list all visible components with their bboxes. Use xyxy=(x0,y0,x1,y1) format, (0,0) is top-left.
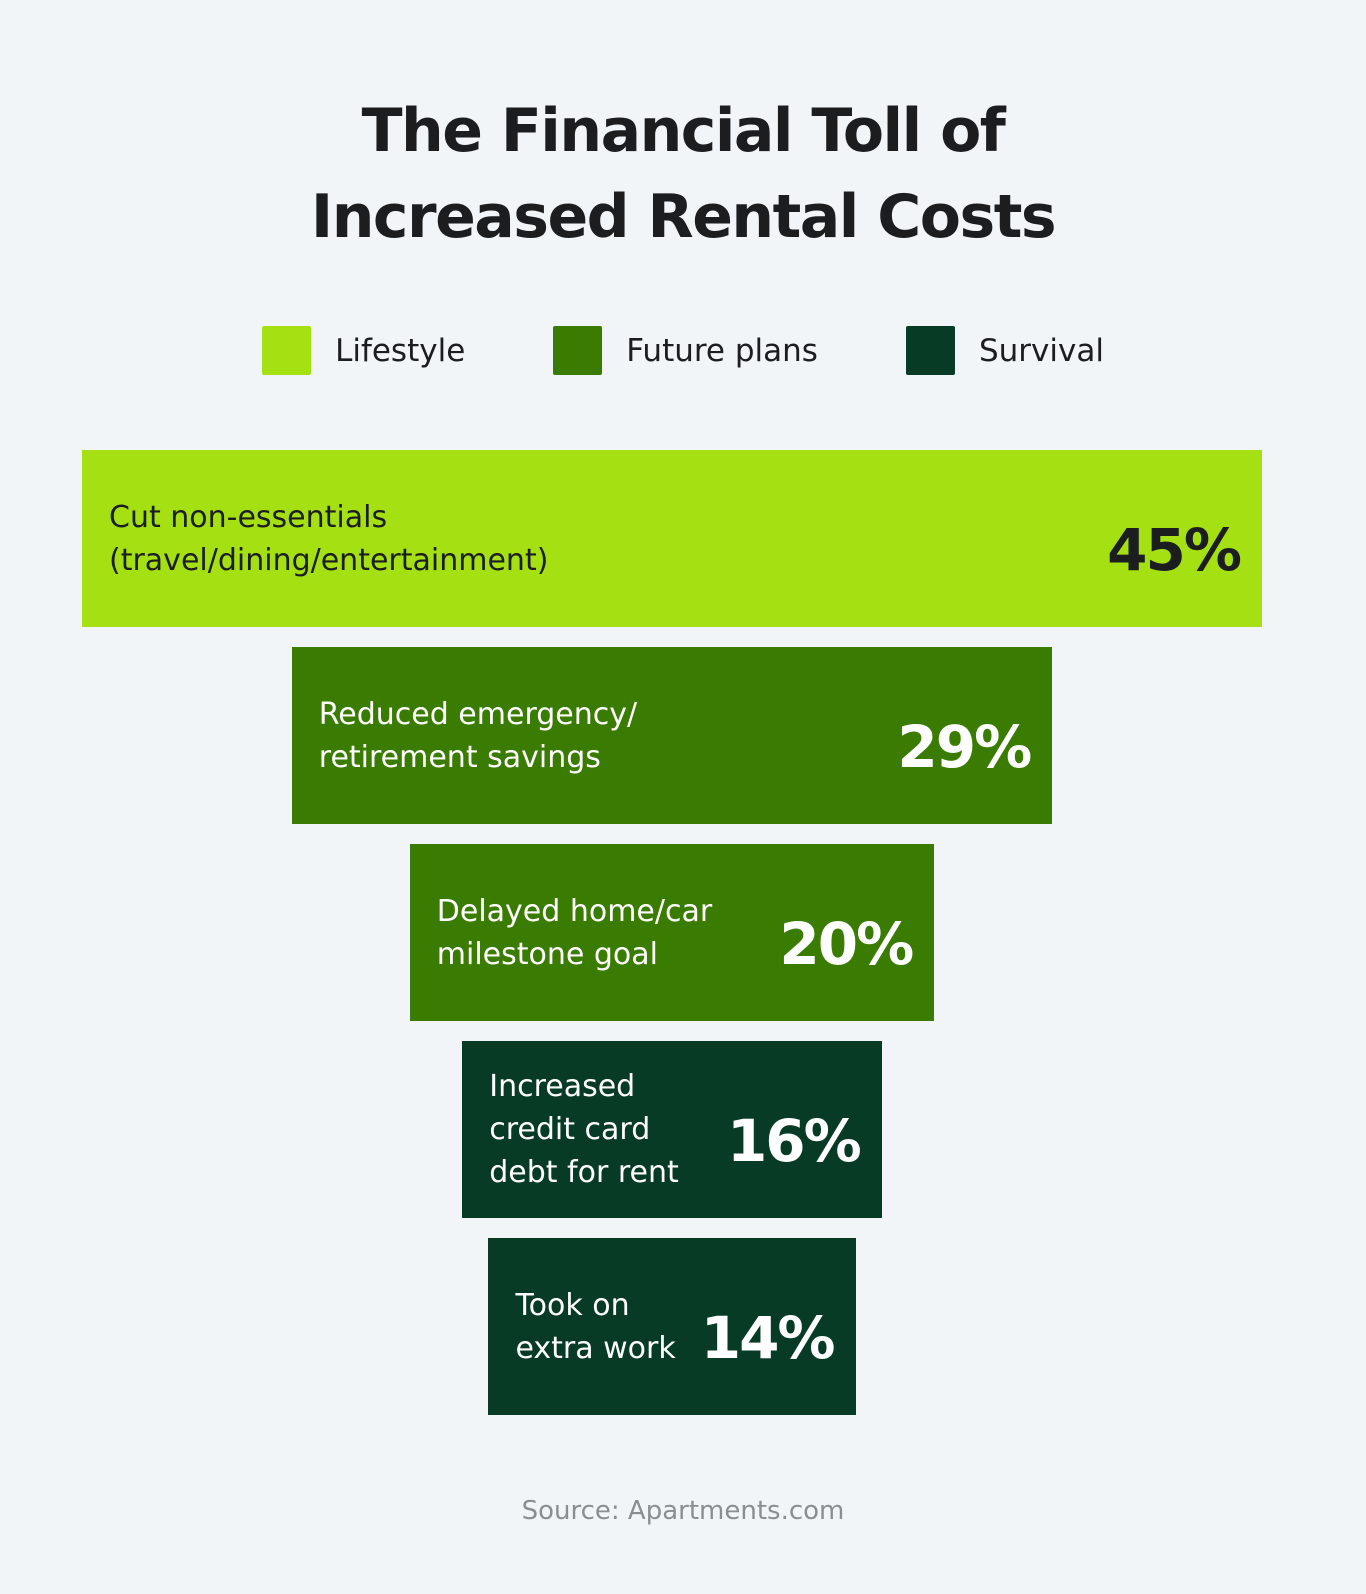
legend-item-lifestyle: Lifestyle xyxy=(262,326,465,375)
bar-value: 20% xyxy=(779,909,914,978)
bar: Took on extra work 14% xyxy=(488,1238,856,1415)
bar-label: Took on extra work xyxy=(515,1287,676,1366)
source-note: Source: Apartments.com xyxy=(521,1496,845,1526)
bar: Reduced emergency/ retirement savings 29% xyxy=(291,647,1053,824)
bar: Increased credit card debt for rent 16% xyxy=(462,1041,882,1218)
bar: Cut non-essentials (travel/dining/entert… xyxy=(82,450,1262,627)
bar-value: 29% xyxy=(897,712,1032,781)
bar-label: Increased credit card debt for rent xyxy=(489,1069,679,1190)
bar: Delayed home/car milestone goal 20% xyxy=(409,844,935,1021)
legend-swatch xyxy=(262,326,312,375)
bar-value: 14% xyxy=(700,1303,836,1372)
bar-value: 45% xyxy=(1107,515,1242,584)
legend-label: Survival xyxy=(978,332,1104,369)
legend-item-survival: Survival xyxy=(905,326,1104,375)
bar-label: Delayed home/car milestone goal xyxy=(436,893,713,972)
legend-swatch xyxy=(905,326,955,375)
bar-label: Reduced emergency/ retirement savings xyxy=(318,696,638,775)
chart-title: The Financial Toll of Increased Rental C… xyxy=(310,96,1057,252)
bar-value: 16% xyxy=(726,1106,862,1175)
legend-label: Future plans xyxy=(626,332,818,369)
legend: Lifestyle Future plans Survival xyxy=(0,326,1366,375)
legend-item-future-plans: Future plans xyxy=(553,326,818,375)
bar-label: Cut non-essentials (travel/dining/entert… xyxy=(109,499,549,578)
legend-swatch xyxy=(553,326,603,375)
legend-label: Lifestyle xyxy=(335,332,466,369)
